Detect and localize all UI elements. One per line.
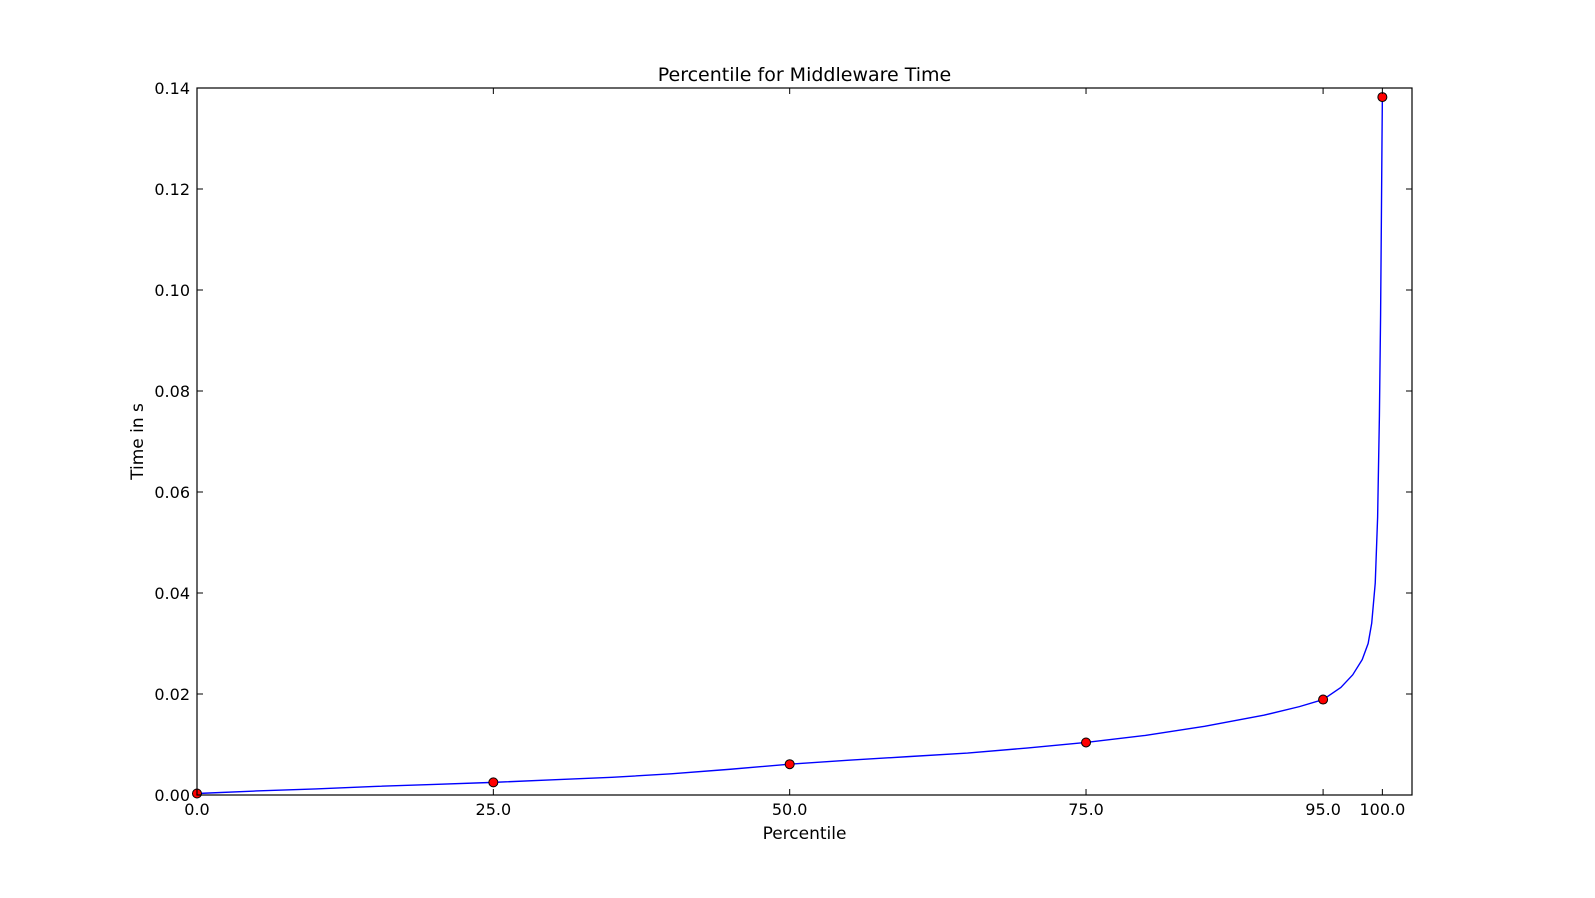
y-tick-label: 0.00 <box>154 786 190 805</box>
y-tick-label: 0.04 <box>154 584 190 603</box>
y-tick-label: 0.02 <box>154 685 190 704</box>
y-axis-title: Time in s <box>128 403 148 481</box>
x-tick-label: 100.0 <box>1359 800 1405 819</box>
percentile-line <box>196 97 1384 795</box>
x-tick-label: 0.0 <box>184 800 209 819</box>
chart-title: Percentile for Middleware Time <box>658 64 952 86</box>
x-axis-title: Percentile <box>763 824 847 844</box>
percentile-marker <box>488 777 499 788</box>
x-tick-label: 95.0 <box>1305 800 1341 819</box>
axes-frame <box>196 87 1413 796</box>
y-tick-label: 0.12 <box>154 180 190 199</box>
x-tick-label: 75.0 <box>1068 800 1104 819</box>
x-tick-label: 50.0 <box>772 800 808 819</box>
y-tick-label: 0.14 <box>154 79 190 98</box>
y-tick-label: 0.08 <box>154 382 190 401</box>
y-tick-label: 0.10 <box>154 281 190 300</box>
y-tick-label: 0.06 <box>154 483 190 502</box>
x-tick-label: 25.0 <box>476 800 512 819</box>
plot-area <box>192 92 1388 799</box>
percentile-marker <box>1081 737 1092 748</box>
percentile-marker <box>1318 694 1329 705</box>
percentile-marker <box>784 759 795 770</box>
